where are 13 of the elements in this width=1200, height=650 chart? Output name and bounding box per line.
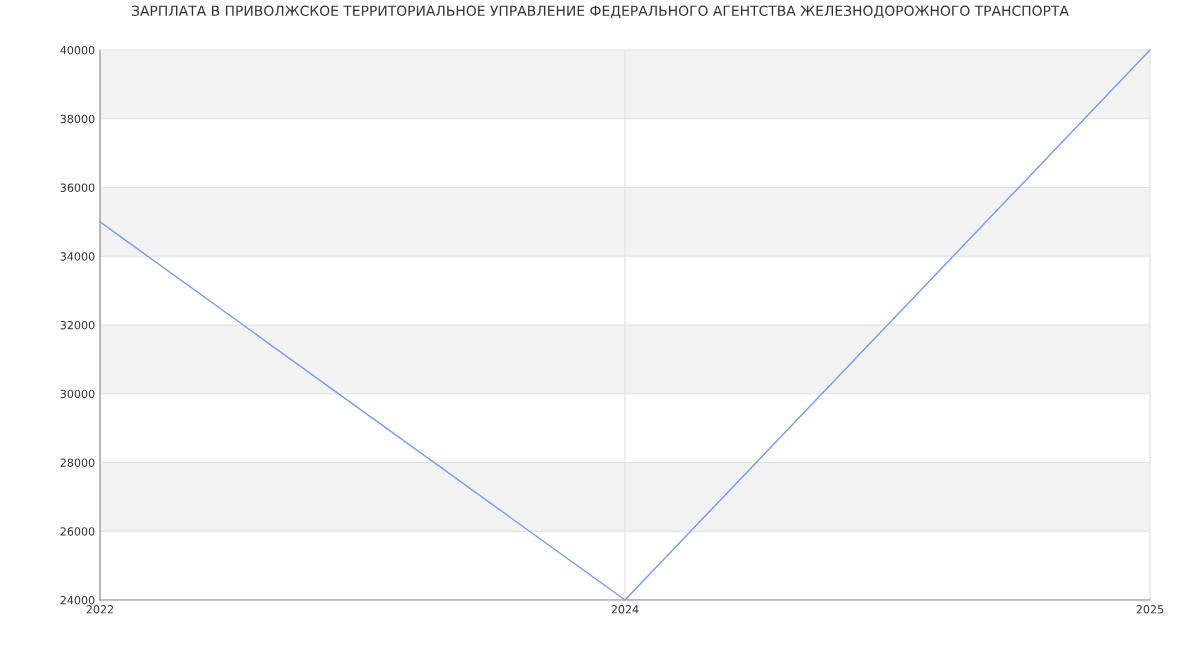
- x-tick-label: 2025: [1136, 605, 1164, 614]
- y-tick-label: 36000: [60, 183, 95, 192]
- x-tick-label: 2024: [611, 605, 639, 614]
- chart-title: ЗАРПЛАТА В ПРИВОЛЖСКОЕ ТЕРРИТОРИАЛЬНОЕ УПРАВЛЕНИЕ ФЕДЕРАЛЬНОГО АГЕНТСТВА ЖЕЛЕЗНОДОРОЖНОГО ТРАНСПОРТА: [131, 5, 1069, 19]
- y-tick-label: 38000: [60, 114, 95, 124]
- y-tick-label: 26000: [60, 527, 95, 536]
- y-tick-label: 30000: [60, 389, 95, 399]
- x-tick-label: 2022: [86, 605, 114, 614]
- y-tick-label: 32000: [60, 320, 95, 330]
- y-tick-label: 28000: [60, 458, 95, 467]
- y-tick-label: 40000: [60, 45, 95, 55]
- y-tick-label: 24000: [60, 595, 95, 605]
- y-tick-label: 34000: [60, 252, 95, 261]
